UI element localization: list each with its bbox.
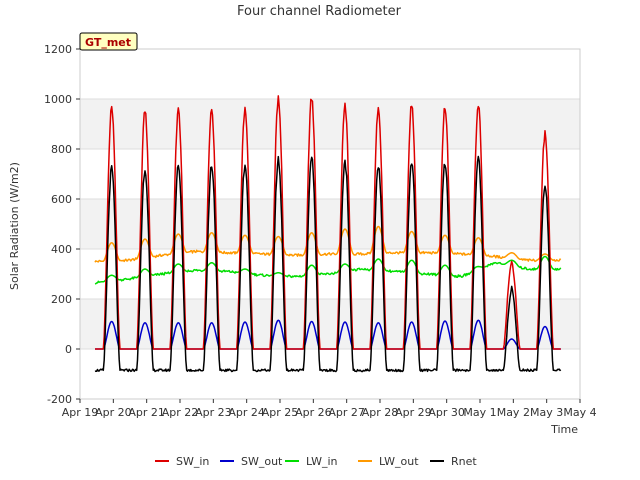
y-axis: -200 0 200 400 600 800 1000 1200 (44, 43, 80, 406)
series-group (94, 95, 562, 373)
x-tick-label: Apr 27 (328, 406, 365, 419)
chart-title: Four channel Radiometer (237, 4, 402, 19)
plot-frame (79, 48, 581, 400)
x-tick-label: Apr 24 (228, 406, 265, 419)
plot-band (80, 299, 580, 349)
x-tick-label: Apr 25 (262, 406, 299, 419)
y-tick-label: -200 (47, 393, 72, 406)
x-tick-label: Apr 20 (95, 406, 132, 419)
x-tick-label: Apr 29 (395, 406, 432, 419)
y-tick-label: 800 (51, 143, 72, 156)
y-axis-label: Solar Radiation (W/m2) (8, 162, 21, 290)
series-line-sw-in (95, 95, 561, 350)
x-tick-label: Apr 30 (428, 406, 465, 419)
x-tick-label: Apr 22 (162, 406, 199, 419)
y-tick-label: 1200 (44, 43, 72, 56)
x-tick-label: May 4 (563, 406, 596, 419)
y-tick-label: 400 (51, 243, 72, 256)
legend: SW_in SW_out LW_in LW_out Rnet (155, 455, 477, 468)
y-tick-label: 0 (65, 343, 72, 356)
plot-area (80, 49, 580, 399)
x-tick-label: Apr 19 (62, 406, 99, 419)
site-label-box: GT_met (79, 32, 138, 51)
plot-band (80, 149, 580, 199)
legend-entry: LW_out (379, 455, 419, 468)
x-tick-label: Apr 21 (128, 406, 165, 419)
x-tick-label: Apr 28 (362, 406, 399, 419)
legend-entry: SW_out (241, 455, 283, 468)
legend-entry: SW_in (176, 455, 209, 468)
legend-entry: Rnet (451, 455, 477, 468)
x-tick-label: May 1 (463, 406, 496, 419)
x-tick-label: May 2 (497, 406, 530, 419)
legend-entry: LW_in (306, 455, 338, 468)
y-tick-label: 1000 (44, 93, 72, 106)
site-label: GT_met (85, 36, 131, 49)
x-tick-label: May 3 (530, 406, 563, 419)
y-tick-label: 200 (51, 293, 72, 306)
plot-band (80, 99, 580, 149)
x-axis-label: Time (550, 423, 578, 436)
plot-band (80, 49, 580, 99)
x-tick-label: Apr 23 (195, 406, 232, 419)
plot-band (80, 199, 580, 249)
series-line-rnet (94, 155, 562, 373)
plot-band (80, 349, 580, 399)
y-tick-label: 600 (51, 193, 72, 206)
x-tick-label: Apr 26 (295, 406, 332, 419)
